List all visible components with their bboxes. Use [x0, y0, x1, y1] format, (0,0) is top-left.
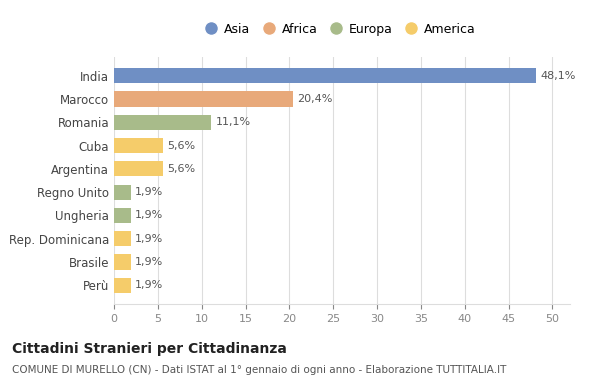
Bar	[114, 92, 293, 107]
Bar	[114, 208, 131, 223]
Bar	[114, 115, 211, 130]
Bar	[114, 68, 536, 83]
Text: 1,9%: 1,9%	[135, 211, 163, 220]
Bar	[114, 161, 163, 176]
Text: COMUNE DI MURELLO (CN) - Dati ISTAT al 1° gennaio di ogni anno - Elaborazione TU: COMUNE DI MURELLO (CN) - Dati ISTAT al 1…	[12, 365, 506, 375]
Bar	[114, 231, 131, 246]
Text: 48,1%: 48,1%	[540, 71, 575, 81]
Bar	[114, 278, 131, 293]
Text: 1,9%: 1,9%	[135, 280, 163, 290]
Text: 1,9%: 1,9%	[135, 234, 163, 244]
Legend: Asia, Africa, Europa, America: Asia, Africa, Europa, America	[205, 19, 479, 39]
Text: 11,1%: 11,1%	[216, 117, 251, 127]
Text: 1,9%: 1,9%	[135, 257, 163, 267]
Text: 5,6%: 5,6%	[167, 141, 196, 150]
Text: 20,4%: 20,4%	[297, 94, 332, 104]
Text: 5,6%: 5,6%	[167, 164, 196, 174]
Bar	[114, 185, 131, 200]
Text: Cittadini Stranieri per Cittadinanza: Cittadini Stranieri per Cittadinanza	[12, 342, 287, 356]
Bar	[114, 138, 163, 153]
Bar	[114, 254, 131, 269]
Text: 1,9%: 1,9%	[135, 187, 163, 197]
